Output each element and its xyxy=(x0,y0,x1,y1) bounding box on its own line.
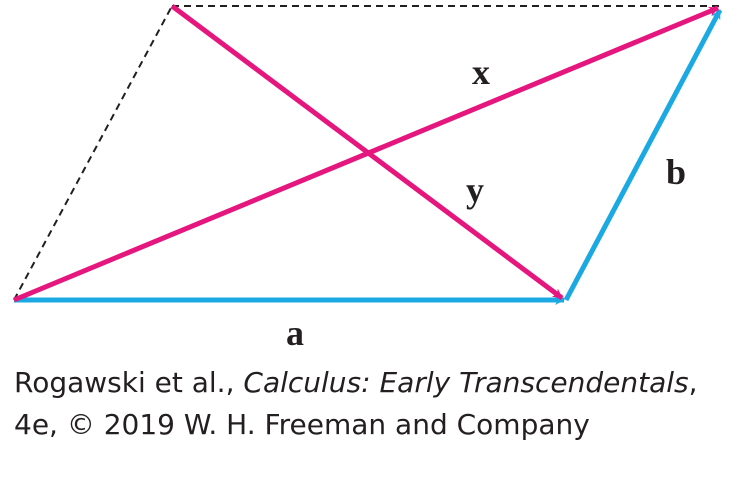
parallelogram-vector-diagram: a b x y xyxy=(13,3,723,353)
vector-y-label: y xyxy=(466,170,484,210)
vector-y-arrow xyxy=(170,3,564,301)
vector-b-label: b xyxy=(666,152,686,192)
dashed-side-left xyxy=(13,5,173,301)
vector-x-label: x xyxy=(472,52,490,92)
caption-book-title: Calculus: Early Transcendentals xyxy=(243,366,689,399)
caption-publisher: , 4e, © 2019 W. H. Freeman and Company xyxy=(14,366,698,441)
vector-b-arrow xyxy=(563,8,723,302)
caption-authors: Rogawski et al., xyxy=(14,366,244,399)
figure-credit-caption: Rogawski et al., Calculus: Early Transce… xyxy=(14,362,714,446)
vector-a-label: a xyxy=(286,313,304,353)
